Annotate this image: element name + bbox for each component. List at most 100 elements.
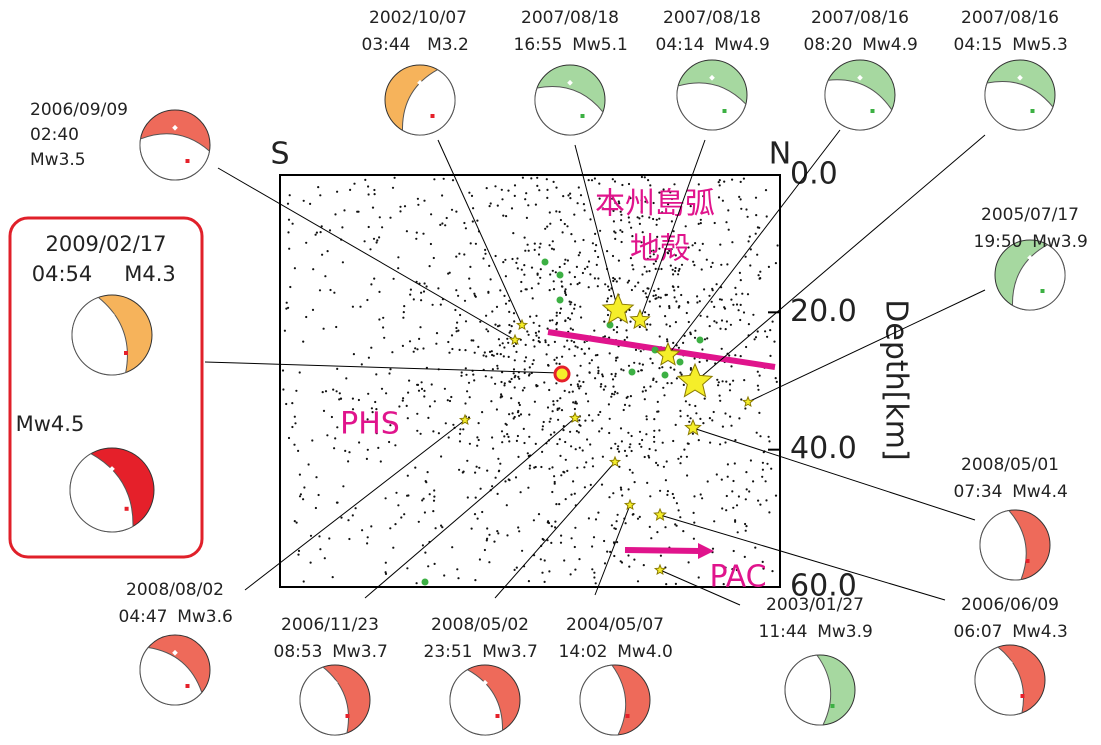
- quake-dot: [528, 580, 530, 582]
- quake-dot: [505, 303, 507, 305]
- quake-dot: [602, 456, 604, 458]
- quake-dot: [547, 344, 549, 346]
- quake-dot: [740, 181, 742, 183]
- quake-dot: [757, 330, 759, 332]
- quake-dot: [677, 273, 679, 275]
- quake-dot: [745, 498, 747, 500]
- quake-dot: [649, 358, 651, 360]
- quake-dot: [584, 353, 586, 355]
- quake-dot: [569, 271, 571, 273]
- quake-dot: [352, 306, 354, 308]
- quake-dot: [659, 335, 661, 337]
- quake-dot: [402, 397, 404, 399]
- quake-dot: [757, 385, 759, 387]
- quake-dot: [566, 470, 568, 472]
- green-quake: [542, 259, 549, 266]
- quake-dot: [618, 466, 620, 468]
- quake-dot: [422, 544, 424, 546]
- quake-dot: [459, 428, 461, 430]
- quake-dot: [711, 419, 713, 421]
- quake-dot: [659, 490, 661, 492]
- quake-dot: [549, 244, 551, 246]
- quake-dot: [399, 206, 401, 208]
- quake-dot: [342, 261, 344, 263]
- quake-dot: [389, 527, 391, 529]
- quake-dot: [389, 368, 391, 370]
- quake-dot: [653, 290, 655, 292]
- quake-dot: [563, 346, 565, 348]
- quake-dot: [395, 492, 397, 494]
- quake-dot: [592, 242, 594, 244]
- quake-dot: [603, 540, 605, 542]
- quake-dot: [628, 365, 630, 367]
- event-star: [610, 457, 620, 466]
- quake-dot: [721, 479, 723, 481]
- quake-dot: [589, 362, 591, 364]
- quake-dot: [527, 452, 529, 454]
- quake-dot: [678, 268, 680, 270]
- quake-dot: [614, 238, 616, 240]
- quake-dot: [397, 504, 399, 506]
- quake-dot: [675, 267, 677, 269]
- quake-dot: [729, 389, 731, 391]
- plate-arrow: [625, 550, 700, 551]
- quake-dot: [358, 441, 360, 443]
- quake-dot: [576, 467, 578, 469]
- quake-dot: [373, 278, 375, 280]
- quake-dot: [754, 338, 756, 340]
- quake-dot: [552, 270, 554, 272]
- quake-dot: [730, 299, 732, 301]
- quake-dot: [618, 451, 620, 453]
- quake-dot: [589, 273, 591, 275]
- quake-dot: [368, 357, 370, 359]
- quake-dot: [768, 266, 770, 268]
- quake-dot: [595, 518, 597, 520]
- quake-dot: [569, 193, 571, 195]
- quake-dot: [566, 340, 568, 342]
- quake-dot: [745, 208, 747, 210]
- quake-dot: [559, 312, 561, 314]
- quake-dot: [649, 324, 651, 326]
- quake-dot: [495, 477, 497, 479]
- quake-dot: [548, 389, 550, 391]
- quake-dot: [644, 176, 646, 178]
- quake-dot: [517, 267, 519, 269]
- quake-dot: [672, 269, 674, 271]
- quake-dot: [570, 327, 572, 329]
- quake-dot: [732, 480, 734, 482]
- quake-dot: [479, 321, 481, 323]
- quake-dot: [506, 504, 508, 506]
- quake-dot: [327, 250, 329, 252]
- quake-dot: [561, 281, 563, 283]
- quake-dot: [348, 538, 350, 540]
- quake-dot: [710, 266, 712, 268]
- quake-dot: [569, 431, 571, 433]
- quake-dot: [423, 498, 425, 500]
- quake-dot: [529, 366, 531, 368]
- quake-dot: [340, 398, 342, 400]
- quake-dot: [500, 353, 502, 355]
- event-time: 06:07: [954, 622, 1003, 642]
- quake-dot: [315, 507, 317, 509]
- quake-dot: [757, 371, 759, 373]
- quake-dot: [709, 417, 711, 419]
- quake-dot: [608, 432, 610, 434]
- quake-dot: [343, 209, 345, 211]
- quake-dot: [615, 373, 617, 375]
- quake-dot: [529, 467, 531, 469]
- quake-dot: [432, 430, 434, 432]
- quake-dot: [441, 222, 443, 224]
- quake-dot: [418, 338, 420, 340]
- quake-dot: [688, 561, 690, 563]
- quake-dot: [433, 489, 435, 491]
- quake-dot: [582, 449, 584, 451]
- quake-dot: [661, 366, 663, 368]
- quake-dot: [496, 353, 498, 355]
- quake-dot: [725, 509, 727, 511]
- main-time: 04:54: [32, 262, 93, 286]
- quake-dot: [773, 341, 775, 343]
- quake-dot: [628, 183, 630, 185]
- event-star: [510, 335, 520, 344]
- quake-dot: [502, 342, 504, 344]
- quake-dot: [476, 466, 478, 468]
